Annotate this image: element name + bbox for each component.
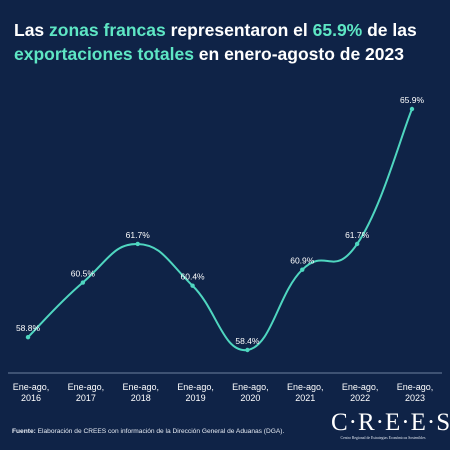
- logo-wordmark: C·R·E·E·S: [331, 409, 450, 436]
- x-tick-label-line: 2019: [186, 393, 206, 403]
- x-tick-label-line: Ene-ago,: [177, 382, 214, 392]
- data-point: [409, 106, 415, 112]
- data-point: [190, 283, 195, 288]
- data-label: 60.5%: [71, 269, 96, 279]
- x-tick-label: Ene-ago, 2018: [122, 382, 159, 403]
- x-tick-label-line: Ene-ago,: [287, 382, 324, 392]
- data-label: 60.9%: [290, 256, 315, 266]
- x-tick-label: Ene-ago, 2019: [177, 382, 214, 403]
- x-tick-label-line: Ene-ago,: [397, 382, 434, 392]
- page-title: Las zonas francas representaron el 65.9%…: [14, 18, 438, 66]
- data-point: [354, 241, 360, 247]
- title-text-1: Las: [14, 20, 50, 40]
- data-point: [300, 267, 305, 272]
- title-highlight-zonas: zonas francas: [49, 20, 166, 40]
- x-tick-label-line: 2017: [76, 393, 96, 403]
- x-tick-label-line: Ene-ago,: [232, 382, 269, 392]
- logo-subtitle: Centro Regional de Estrategias Económica…: [340, 436, 426, 440]
- x-tick-label: Ene-ago, 2022: [342, 382, 379, 403]
- x-tick-label-line: Ene-ago,: [122, 382, 159, 392]
- x-tick-label: Ene-ago, 2020: [232, 382, 269, 403]
- x-tick-label-line: Ene-ago,: [342, 382, 379, 392]
- title-text-4: en enero-agosto de 2023: [193, 44, 404, 64]
- x-tick-label-line: Ene-ago,: [68, 382, 105, 392]
- data-label: 61.7%: [345, 230, 370, 240]
- source-label: Fuente:: [12, 428, 36, 435]
- source-note: Fuente: Elaboración de CREES con informa…: [12, 428, 284, 435]
- data-point: [25, 334, 31, 340]
- x-tick-label-line: 2020: [240, 393, 260, 403]
- source-text: Elaboración de CREES con información de …: [35, 428, 285, 435]
- title-highlight-exportaciones: exportaciones totales: [14, 44, 194, 64]
- x-tick-label-line: 2023: [405, 393, 425, 403]
- data-label: 60.4%: [181, 272, 206, 282]
- x-tick-label-line: 2021: [295, 393, 315, 403]
- x-tick-label-line: Ene-ago,: [13, 382, 50, 392]
- data-point: [135, 241, 140, 247]
- x-tick-label-line: 2022: [350, 393, 370, 403]
- crees-logo: C·R·E·E·S Centro Regional de Estrategias…: [331, 409, 450, 441]
- data-label: 58.4%: [235, 336, 260, 346]
- title-highlight-percent: 65.9%: [312, 20, 363, 40]
- data-point: [80, 280, 86, 285]
- x-tick-label: Ene-ago, 2017: [68, 382, 105, 403]
- title-text-3: de las: [362, 20, 417, 40]
- x-tick-label-line: 2018: [131, 393, 151, 403]
- data-label: 65.9%: [400, 95, 425, 105]
- data-label: 61.7%: [126, 230, 151, 240]
- x-tick-label: Ene-ago, 2023: [397, 382, 434, 403]
- data-label: 58.8%: [16, 323, 41, 333]
- x-tick-label: Ene-ago, 2021: [287, 382, 324, 403]
- x-tick-label-line: 2016: [21, 393, 41, 403]
- title-text-2: representaron el: [165, 20, 313, 40]
- data-point: [245, 347, 250, 353]
- x-tick-label: Ene-ago, 2016: [13, 382, 50, 403]
